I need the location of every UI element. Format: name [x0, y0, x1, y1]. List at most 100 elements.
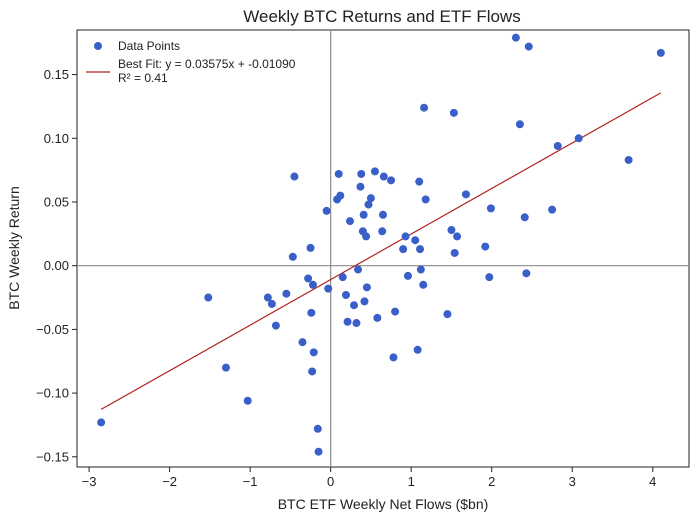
y-axis-ticks: −0.15 −0.10 −0.05 0.00 0.05 0.10 0.15 [36, 67, 77, 464]
legend-points-marker [94, 42, 102, 50]
reference-lines [77, 30, 689, 467]
data-point [379, 210, 387, 219]
y-tick-label: 0.15 [44, 67, 69, 82]
data-point [359, 210, 368, 219]
data-point [307, 308, 316, 317]
x-tick-label: 2 [488, 474, 495, 489]
data-point [401, 232, 410, 241]
data-point [341, 291, 350, 300]
data-point [322, 206, 331, 215]
legend-r2-label: R² = 0.41 [118, 71, 168, 85]
data-point [370, 167, 379, 176]
data-point [387, 176, 396, 185]
legend-fit-label: Best Fit: y = 0.03575x + -0.01090 [118, 57, 296, 71]
data-point [399, 245, 408, 254]
data-point [449, 108, 458, 117]
data-point [416, 265, 425, 274]
x-tick-label: −3 [82, 474, 97, 489]
y-tick-label: 0.10 [44, 131, 69, 146]
data-point [379, 172, 388, 181]
data-point [481, 242, 490, 251]
data-point [511, 33, 520, 42]
data-point [271, 321, 280, 330]
data-point [515, 120, 524, 129]
data-point [447, 226, 456, 235]
data-point [450, 248, 459, 257]
data-point [356, 182, 365, 191]
data-point [391, 307, 400, 316]
data-point [354, 265, 363, 274]
y-tick-label: −0.05 [36, 322, 69, 337]
x-tick-label: −2 [162, 474, 177, 489]
data-point [324, 284, 333, 293]
x-tick-label: 4 [649, 474, 656, 489]
data-point [314, 447, 323, 456]
data-point [389, 353, 398, 362]
data-point [362, 232, 371, 241]
data-point [308, 367, 317, 376]
data-point [373, 313, 382, 322]
data-point [290, 172, 299, 181]
data-point [486, 204, 495, 213]
data-point [403, 271, 412, 280]
data-point [350, 301, 359, 310]
data-point [97, 418, 106, 427]
data-point [520, 213, 529, 222]
legend-points-label: Data Points [118, 39, 180, 53]
data-point [313, 424, 322, 433]
chart-title: Weekly BTC Returns and ETF Flows [243, 7, 520, 26]
best-fit-layer [100, 92, 662, 410]
data-point [624, 155, 633, 164]
x-tick-label: −1 [243, 474, 258, 489]
plot-area [76, 29, 690, 468]
data-point [334, 169, 343, 178]
data-point [574, 134, 583, 143]
x-axis-ticks: −3 −2 −1 0 1 2 3 4 [82, 467, 656, 489]
data-point [411, 236, 420, 245]
data-point [243, 396, 252, 405]
data-point [360, 297, 369, 306]
data-point [308, 280, 317, 289]
data-point [288, 252, 297, 261]
data-point [357, 169, 366, 178]
x-tick-label: 1 [408, 474, 415, 489]
y-tick-label: 0.00 [44, 258, 69, 273]
data-point [413, 345, 422, 354]
y-tick-label: 0.05 [44, 194, 69, 209]
data-point [416, 245, 425, 254]
x-tick-label: 3 [569, 474, 576, 489]
best-fit-line [100, 92, 662, 410]
data-point [461, 190, 470, 199]
data-point [548, 205, 557, 214]
data-point [362, 283, 371, 292]
data-point [421, 195, 430, 204]
data-point [415, 177, 424, 186]
data-point [282, 289, 291, 298]
data-point [378, 227, 387, 236]
data-point [267, 299, 276, 308]
y-tick-label: −0.15 [36, 449, 69, 464]
data-point [443, 310, 452, 319]
data-point [345, 217, 354, 226]
data-point [453, 232, 462, 241]
data-point [309, 348, 318, 357]
data-point [306, 243, 315, 252]
data-point [338, 273, 347, 282]
legend: Data Points Best Fit: y = 0.03575x + -0.… [86, 39, 296, 85]
x-axis-label: BTC ETF Weekly Net Flows ($bn) [278, 496, 489, 512]
data-point [553, 141, 562, 150]
data-point [419, 280, 428, 289]
data-point [656, 48, 665, 57]
data-point [352, 319, 361, 328]
x-tick-label: 0 [327, 474, 334, 489]
data-point [485, 273, 494, 282]
y-tick-label: −0.10 [36, 386, 69, 401]
data-point [364, 200, 373, 209]
data-point [343, 317, 352, 326]
data-point [522, 269, 531, 278]
data-point [204, 293, 213, 302]
data-point [336, 191, 345, 200]
y-axis-label: BTC Weekly Return [6, 186, 22, 309]
data-point [524, 42, 533, 51]
